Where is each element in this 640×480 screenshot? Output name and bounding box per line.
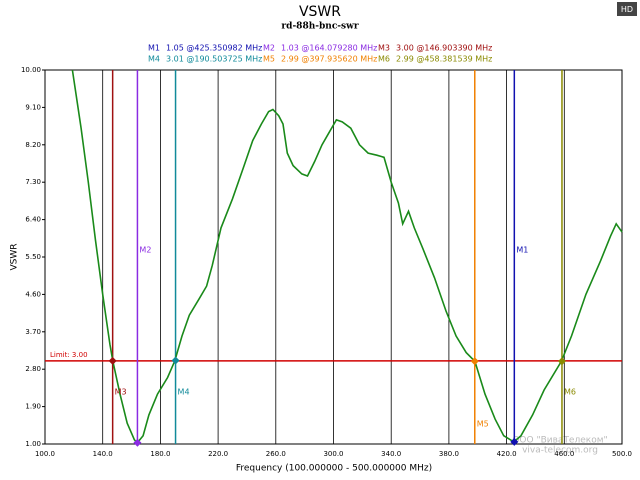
x-tick-label: 180.0 bbox=[150, 450, 170, 458]
legend-label: 3.01 @190.503725 MHz bbox=[166, 55, 262, 64]
legend-name: M5 bbox=[263, 55, 275, 64]
chart-subtitle: rd-88h-bnc-swr bbox=[281, 22, 358, 32]
x-tick-label: 340.0 bbox=[381, 450, 401, 458]
marker-plot-label: M1 bbox=[516, 246, 528, 255]
hd-label[interactable]: HD bbox=[621, 5, 633, 14]
x-tick-label: 500.0 bbox=[612, 450, 632, 458]
legend-label: 2.99 @397.935620 MHz bbox=[281, 55, 377, 64]
legend-name: M3 bbox=[378, 44, 390, 53]
x-tick-label: 380.0 bbox=[439, 450, 459, 458]
marker-point bbox=[133, 438, 142, 447]
x-tick-label: 140.0 bbox=[93, 450, 113, 458]
hd-badge[interactable] bbox=[617, 2, 637, 16]
y-tick-label: 1.90 bbox=[25, 403, 41, 411]
y-tick-label: 8.20 bbox=[25, 141, 41, 149]
x-axis-label: Frequency (100.000000 - 500.000000 MHz) bbox=[236, 464, 432, 474]
y-tick-label: 9.10 bbox=[25, 103, 41, 111]
legend-label: 2.99 @458.381539 MHz bbox=[396, 55, 492, 64]
x-tick-label: 260.0 bbox=[266, 450, 286, 458]
y-tick-label: 3.70 bbox=[25, 328, 41, 336]
marker-point bbox=[510, 437, 519, 446]
marker-plot-label: M5 bbox=[477, 420, 489, 429]
legend-name: M4 bbox=[148, 55, 160, 64]
watermark: viva-telecom.org bbox=[522, 446, 598, 456]
marker-point bbox=[470, 357, 479, 366]
limit-label: Limit: 3.00 bbox=[50, 351, 88, 359]
y-tick-label: 7.30 bbox=[25, 178, 41, 186]
y-tick-label: 6.40 bbox=[25, 216, 41, 224]
y-tick-label: 1.00 bbox=[25, 440, 41, 448]
y-tick-label: 10.00 bbox=[21, 66, 41, 74]
marker-plot-label: M3 bbox=[115, 388, 127, 397]
x-tick-label: 460.0 bbox=[554, 450, 574, 458]
y-tick-label: 4.60 bbox=[25, 290, 41, 298]
legend-name: M1 bbox=[148, 44, 160, 53]
watermark: ООО "ВиваТелеком" bbox=[512, 436, 607, 446]
x-tick-label: 220.0 bbox=[208, 450, 228, 458]
x-tick-label: 420.0 bbox=[497, 450, 517, 458]
y-tick-label: 2.80 bbox=[25, 365, 41, 373]
legend-label: 3.00 @146.903390 MHz bbox=[396, 44, 492, 53]
y-tick-label: 5.50 bbox=[25, 253, 41, 261]
marker-point bbox=[108, 356, 117, 365]
marker-plot-label: M2 bbox=[139, 246, 151, 255]
marker-plot-label: M4 bbox=[178, 388, 190, 397]
legend-label: 1.03 @164.079280 MHz bbox=[281, 44, 377, 53]
legend-label: 1.05 @425.350982 MHz bbox=[166, 44, 262, 53]
x-tick-label: 100.0 bbox=[35, 450, 55, 458]
x-tick-label: 300.0 bbox=[323, 450, 343, 458]
y-axis-label: VSWR bbox=[10, 243, 20, 270]
marker-point bbox=[171, 356, 180, 365]
marker-plot-label: M6 bbox=[564, 388, 576, 397]
chart-title: VSWR bbox=[299, 4, 341, 20]
legend-name: M2 bbox=[263, 44, 275, 53]
marker-point bbox=[557, 357, 566, 366]
curve bbox=[71, 69, 623, 445]
legend-name: M6 bbox=[378, 55, 390, 64]
